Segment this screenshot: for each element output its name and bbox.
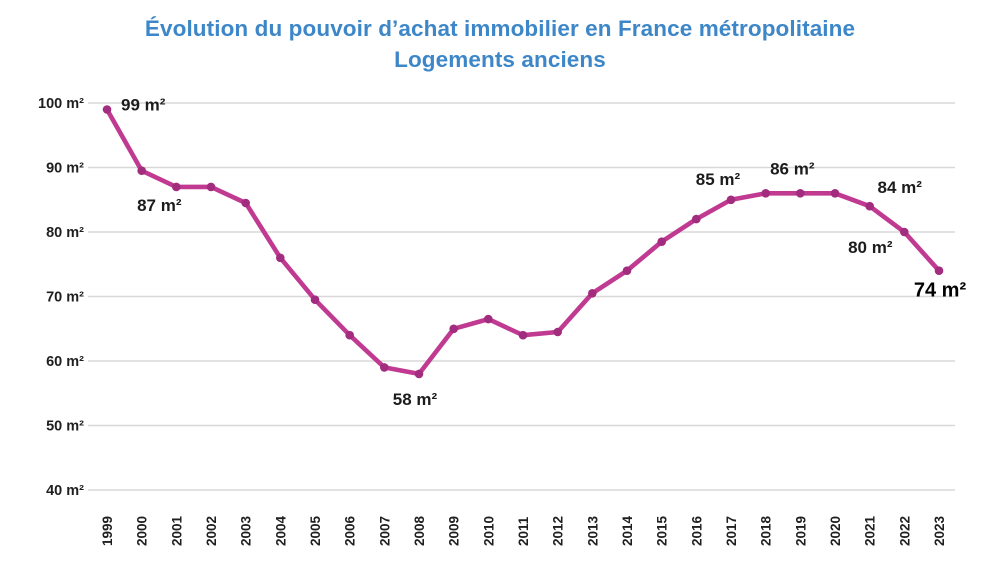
x-axis-tick-label: 2007 [377,516,392,546]
y-axis-tick-label: 40 m² [46,483,84,499]
x-axis-tick-label: 2001 [169,515,184,546]
data-label: 80 m² [848,238,893,257]
data-point [830,189,840,198]
chart-title: Évolution du pouvoir d’achat immobilier … [0,13,1000,75]
data-point [380,363,389,372]
data-point [518,330,528,340]
y-axis-tick-label: 70 m² [46,290,84,306]
data-label: 87 m² [137,196,182,215]
data-point [102,105,112,114]
data-point [276,253,285,263]
data-label: 99 m² [121,96,166,115]
x-axis-tick-label: 2002 [204,516,219,546]
data-point [310,295,320,305]
x-axis-tick-label: 2014 [620,515,635,546]
data-point [657,237,666,246]
data-point [449,324,459,334]
x-axis-tick-label: 2016 [689,515,704,546]
data-point [241,198,250,208]
y-axis-tick-label: 60 m² [46,354,84,370]
x-axis-tick-label: 2023 [932,515,947,546]
x-axis-tick-label: 2006 [343,515,358,546]
x-axis-tick-label: 2005 [308,515,323,546]
data-point [137,166,146,175]
data-point [796,189,805,198]
data-label: 58 m² [393,390,438,409]
y-axis-tick-label: 100 m² [38,96,84,112]
x-axis-tick-label: 2015 [655,515,670,546]
data-point [900,227,909,237]
data-point [553,327,562,337]
x-axis-tick-label: 2022 [897,516,912,546]
x-axis-tick-label: 2008 [412,515,427,546]
data-point [414,369,424,379]
chart-title-line1: Évolution du pouvoir d’achat immobilier … [144,16,856,41]
x-axis-tick-label: 2018 [759,515,774,546]
x-axis-tick-label: 2004 [273,515,288,546]
x-axis-tick-label: 2000 [135,516,150,546]
data-point [692,214,701,224]
data-label: 74 m² [914,280,967,302]
data-point [345,330,355,340]
x-axis-tick-label: 2011 [516,516,531,546]
data-label: 86 m² [770,159,815,178]
data-point [622,266,632,276]
data-point [934,266,944,276]
y-axis-tick-label: 90 m² [46,161,84,177]
x-axis-tick-label: 2012 [551,516,566,546]
x-axis-tick-label: 2003 [239,515,254,546]
x-axis-tick-label: 2013 [585,515,600,546]
x-axis-tick-label: 2020 [828,516,843,546]
data-point [726,195,736,205]
x-axis-tick-label: 2021 [863,515,878,546]
chart-title-line2: Logements anciens [394,47,606,72]
data-point [761,189,770,198]
data-point [588,289,597,298]
data-point [172,182,181,192]
data-label: 84 m² [877,178,922,197]
y-axis-tick-label: 80 m² [46,225,84,241]
x-axis-tick-label: 2017 [724,516,739,546]
data-point [206,182,216,192]
x-axis-tick-label: 2019 [793,516,808,546]
x-axis-tick-label: 2009 [447,516,462,546]
data-label: 85 m² [696,170,741,189]
data-point [865,201,874,211]
data-point [484,314,493,324]
y-axis-tick-label: 50 m² [46,419,84,435]
x-axis-tick-label: 2010 [481,516,496,546]
x-axis-tick-label: 1999 [100,516,115,546]
